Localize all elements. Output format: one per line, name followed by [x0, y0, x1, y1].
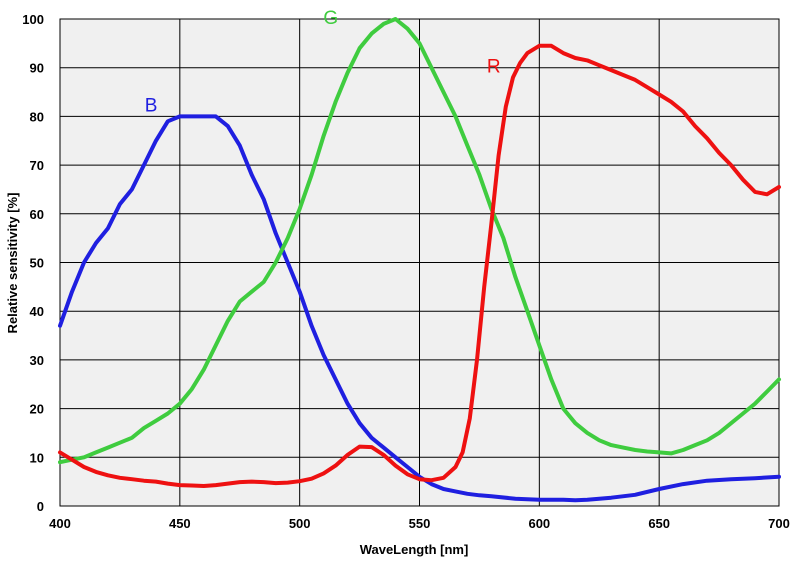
y-tick-label: 40: [30, 304, 44, 319]
series-label-g: G: [323, 8, 338, 29]
series-line-g: [58, 17, 781, 465]
y-tick-label: 0: [37, 499, 44, 514]
y-tick-label: 100: [22, 12, 44, 27]
x-tick-label: 400: [49, 516, 71, 531]
tick-labels: 400 450 500 550 600 650 700 0 10 20 30 40 50 60 70 80 90…: [22, 12, 790, 531]
grid: [59, 18, 780, 507]
series-line-r: [58, 43, 781, 488]
y-axis-title: Relative sensitivity [%]: [5, 193, 20, 334]
x-tick-label: 500: [289, 516, 311, 531]
series-layer: [58, 17, 781, 503]
y-tick-label: 90: [30, 61, 44, 76]
x-tick-label: 700: [768, 516, 790, 531]
y-tick-label: 10: [30, 450, 44, 465]
series-line-b: [58, 114, 781, 503]
y-tick-label: 60: [30, 207, 44, 222]
series-label-b: B: [145, 96, 158, 117]
series-label-r: R: [487, 57, 501, 78]
x-tick-label: 600: [528, 516, 550, 531]
y-tick-label: 50: [30, 256, 44, 271]
x-tick-label: 650: [648, 516, 670, 531]
y-tick-label: 70: [30, 158, 44, 173]
y-tick-label: 20: [30, 402, 44, 417]
x-axis-title: WaveLength [nm]: [360, 542, 469, 557]
series-labels: B G R: [145, 8, 501, 117]
x-tick-label: 450: [169, 516, 191, 531]
y-tick-label: 80: [30, 109, 44, 124]
x-tick-label: 550: [409, 516, 431, 531]
y-tick-label: 30: [30, 353, 44, 368]
